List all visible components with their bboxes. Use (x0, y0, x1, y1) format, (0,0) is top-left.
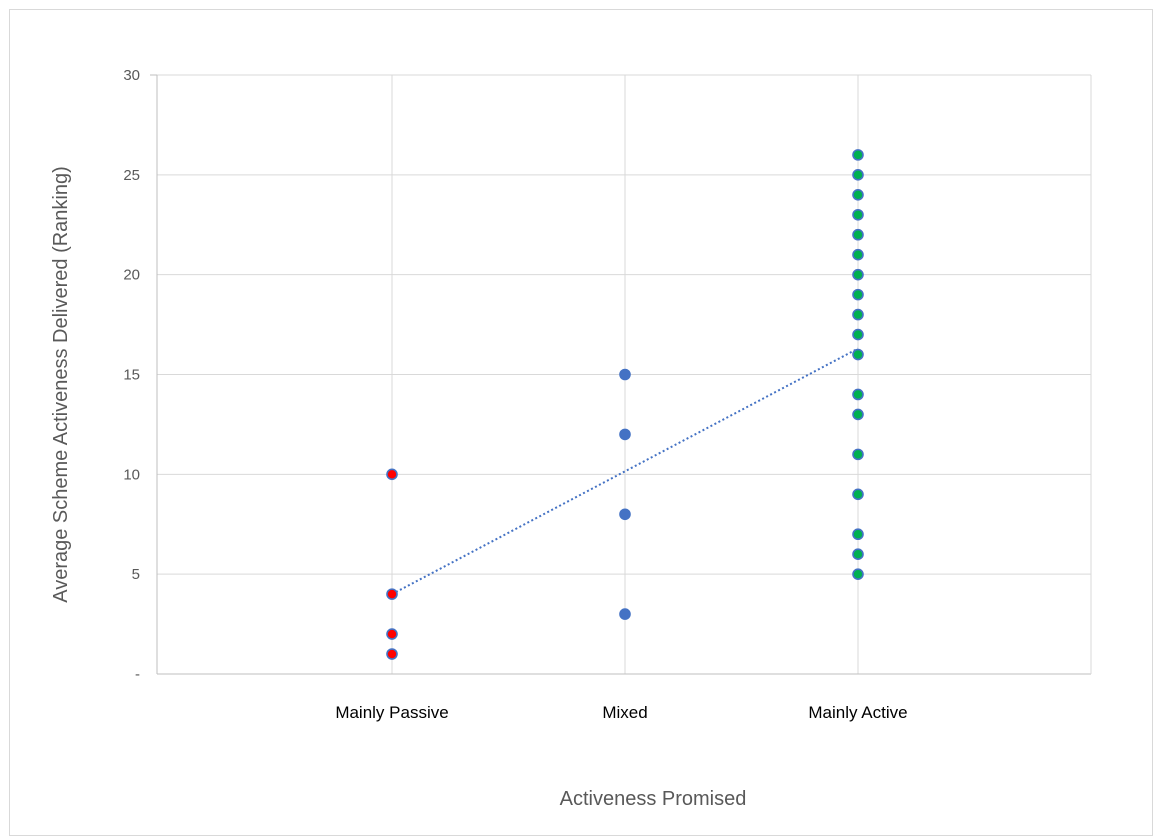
data-point (386, 628, 398, 640)
data-point (619, 428, 631, 441)
data-point (852, 528, 864, 541)
x-tick-label: Mixed (602, 703, 647, 722)
data-point (852, 448, 864, 461)
data-point (386, 468, 398, 481)
y-tick-label: 10 (123, 466, 140, 483)
x-tick-label: Mainly Active (808, 703, 907, 722)
data-point (619, 508, 631, 521)
data-point (386, 648, 398, 660)
data-point (386, 588, 398, 600)
data-points (386, 149, 864, 660)
data-point (852, 228, 864, 241)
data-point (852, 488, 864, 501)
y-tick-label: 30 (123, 67, 140, 84)
data-point (852, 408, 864, 421)
data-point (619, 368, 631, 381)
data-point (852, 288, 864, 301)
data-point (852, 348, 864, 361)
x-tick-label: Mainly Passive (335, 703, 448, 722)
y-tick-label: - (135, 666, 140, 683)
data-point (852, 268, 864, 281)
data-point (852, 149, 864, 161)
data-point (852, 189, 864, 201)
y-tick-label: 20 (123, 267, 140, 284)
y-tick-label: 15 (123, 367, 140, 384)
data-point (852, 328, 864, 341)
data-point (852, 308, 864, 321)
data-point (852, 208, 864, 221)
data-point (619, 608, 631, 620)
axes (150, 74, 1092, 675)
y-axis-title: Average Scheme Activeness Delivered (Ran… (50, 166, 72, 603)
data-point (852, 568, 864, 580)
y-tick-label: 25 (123, 167, 140, 184)
chart-frame (9, 9, 1153, 836)
data-point (852, 169, 864, 181)
data-point (852, 388, 864, 401)
x-axis-title: Activeness Promised (560, 788, 747, 810)
data-point (852, 548, 864, 561)
data-point (852, 248, 864, 261)
labels: - 5 10 15 20 25 30 Mainly Passive Mixed Mainly Ac… (123, 67, 907, 722)
y-tick-label: 5 (132, 566, 140, 583)
